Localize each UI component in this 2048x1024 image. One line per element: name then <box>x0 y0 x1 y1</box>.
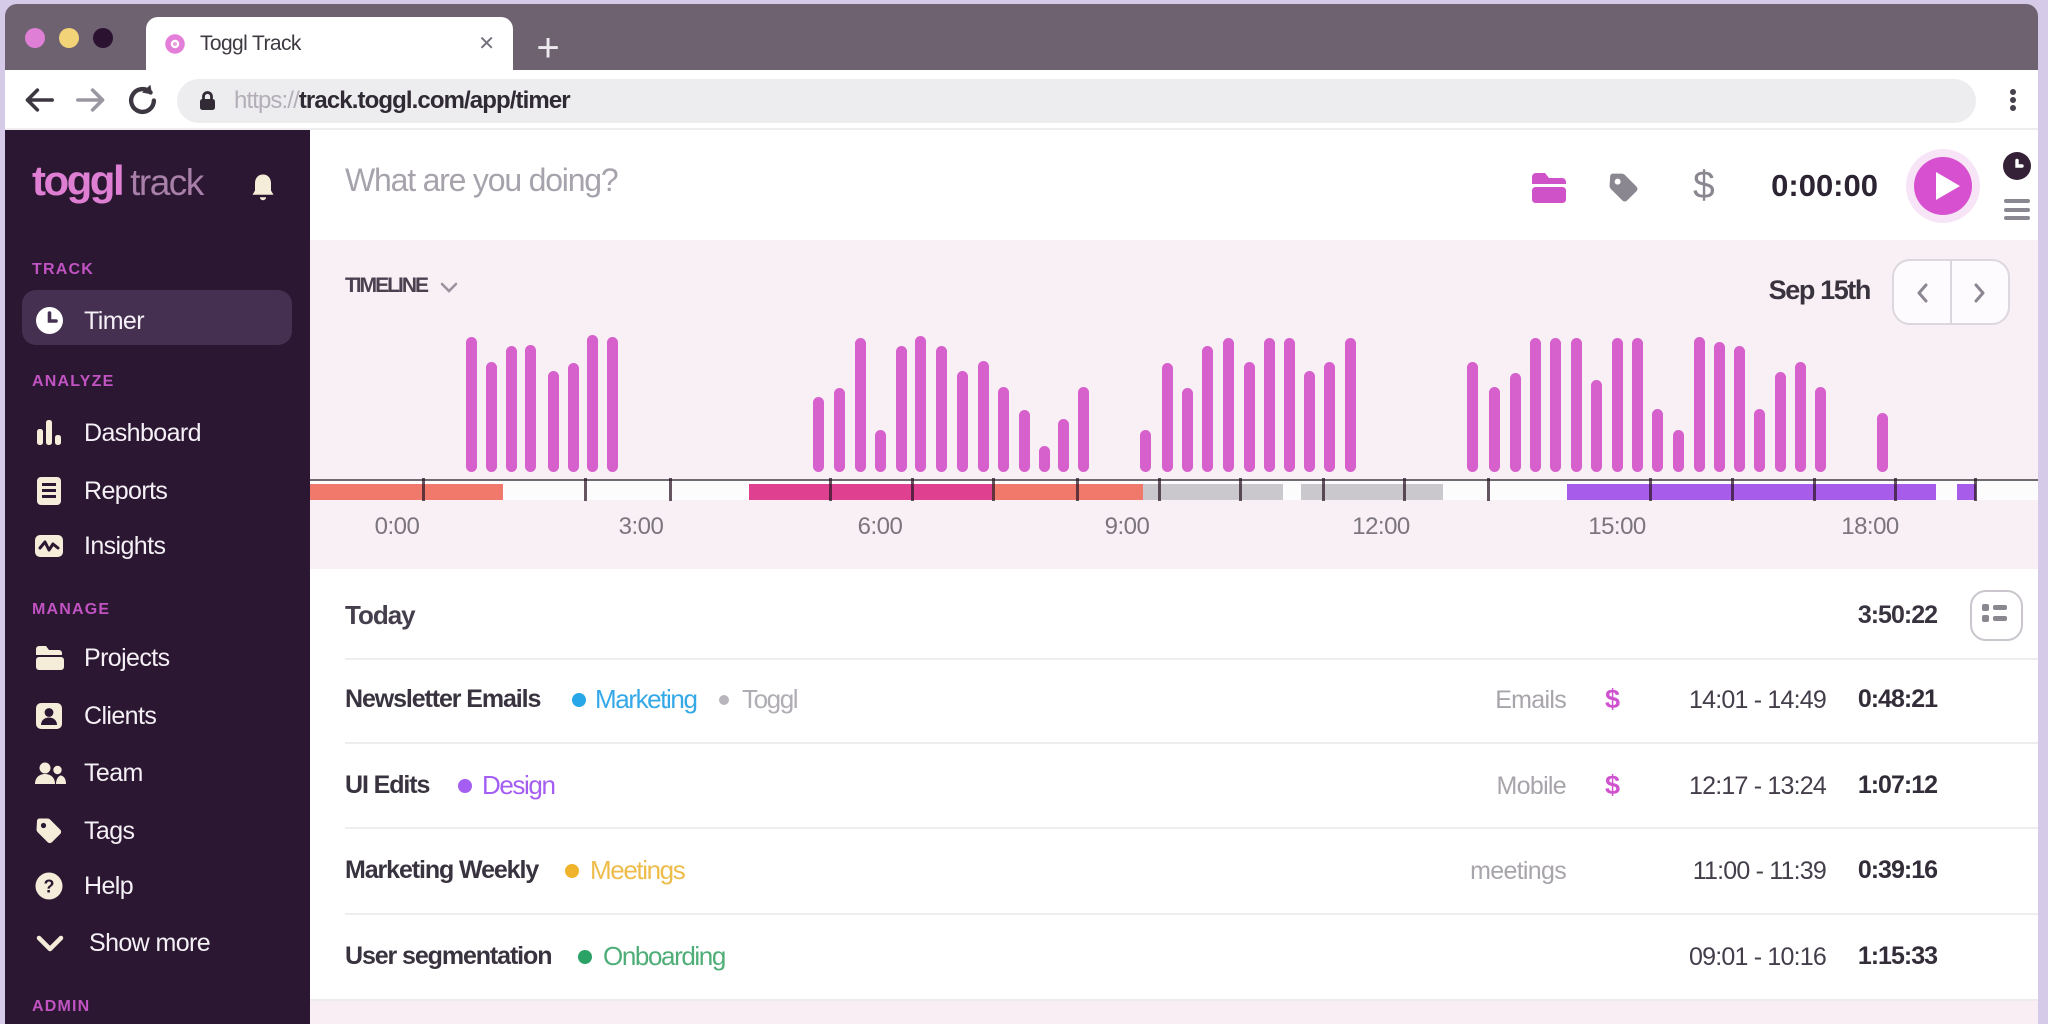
svg-text:?: ? <box>44 877 55 897</box>
